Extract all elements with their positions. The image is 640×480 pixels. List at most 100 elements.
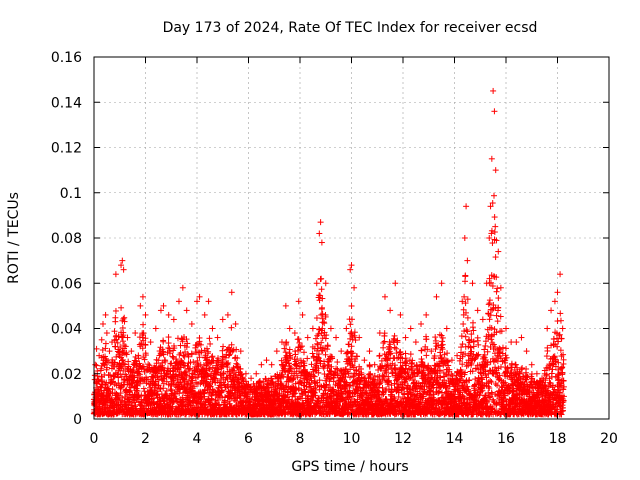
data-point <box>141 388 148 395</box>
data-point <box>518 334 525 341</box>
data-point <box>492 254 499 261</box>
data-point <box>333 334 340 341</box>
data-point <box>418 320 425 327</box>
data-point <box>149 398 156 405</box>
data-point <box>119 356 126 363</box>
data-point <box>162 358 169 365</box>
data-point <box>387 307 394 314</box>
data-point <box>137 302 144 309</box>
data-point <box>503 325 509 332</box>
data-point <box>366 348 373 355</box>
data-point <box>493 312 500 319</box>
data-point <box>475 341 482 348</box>
data-point <box>115 380 122 387</box>
data-point <box>160 385 167 392</box>
data-point <box>513 339 520 346</box>
data-point <box>196 293 203 300</box>
data-point <box>343 325 350 332</box>
data-point <box>295 298 302 305</box>
data-point <box>115 393 122 400</box>
data-point <box>118 304 125 311</box>
data-point <box>142 352 149 359</box>
data-point <box>393 345 400 352</box>
data-point <box>381 330 388 337</box>
data-point <box>495 295 502 302</box>
data-point <box>142 311 149 318</box>
data-point <box>474 334 481 341</box>
data-point <box>169 353 176 360</box>
data-point <box>490 87 497 94</box>
data-point <box>334 359 341 366</box>
data-point <box>433 293 440 300</box>
data-point <box>228 289 235 296</box>
data-point <box>376 352 383 359</box>
data-point <box>391 344 398 351</box>
data-point <box>165 311 172 318</box>
data-point <box>183 307 190 314</box>
data-point <box>121 318 128 325</box>
data-point <box>381 293 388 300</box>
data-point <box>248 375 255 382</box>
data-point <box>392 280 399 287</box>
data-points <box>90 87 567 418</box>
data-point <box>114 391 121 398</box>
data-point <box>313 280 320 287</box>
data-point <box>557 271 564 278</box>
data-point <box>205 298 212 305</box>
data-point <box>439 338 446 345</box>
data-point <box>170 377 177 384</box>
data-point <box>157 385 164 392</box>
data-point <box>258 361 265 368</box>
data-point <box>380 339 387 346</box>
data-point <box>488 155 495 162</box>
data-point <box>117 390 124 397</box>
data-point <box>283 339 290 346</box>
data-point <box>102 345 109 352</box>
data-point <box>143 380 150 387</box>
data-point <box>397 348 404 355</box>
data-point <box>232 320 239 327</box>
data-point <box>98 336 105 343</box>
data-point <box>107 371 114 378</box>
data-point <box>253 370 260 377</box>
data-point <box>351 284 358 291</box>
data-point <box>548 307 555 314</box>
data-point <box>502 345 509 352</box>
data-point <box>463 203 470 210</box>
data-point <box>117 344 124 351</box>
data-point <box>224 311 231 318</box>
data-point <box>282 302 289 309</box>
data-point <box>140 330 147 337</box>
data-point <box>132 330 139 337</box>
data-point <box>175 298 182 305</box>
data-point <box>322 351 329 358</box>
data-point <box>474 307 481 314</box>
data-point <box>371 361 378 368</box>
data-point <box>361 357 368 364</box>
data-point <box>170 316 177 323</box>
data-point <box>423 352 430 359</box>
data-point <box>317 219 324 226</box>
data-point <box>344 349 351 356</box>
data-point <box>141 356 148 363</box>
data-point <box>175 365 182 372</box>
chart-title: Day 173 of 2024, Rate Of TEC Index for r… <box>163 20 538 36</box>
data-point <box>318 239 325 246</box>
data-point <box>461 235 468 241</box>
data-point <box>263 357 270 364</box>
data-point <box>165 340 172 347</box>
data-point <box>128 348 135 355</box>
data-point <box>136 368 143 375</box>
data-point <box>304 334 311 341</box>
data-point <box>304 355 311 362</box>
data-point <box>119 257 126 264</box>
data-point <box>309 325 316 332</box>
data-point <box>356 334 363 341</box>
data-point <box>177 364 184 371</box>
data-point <box>464 328 471 335</box>
data-point <box>551 298 558 305</box>
data-point <box>286 346 293 353</box>
data-point <box>142 341 149 348</box>
data-point <box>338 348 345 355</box>
